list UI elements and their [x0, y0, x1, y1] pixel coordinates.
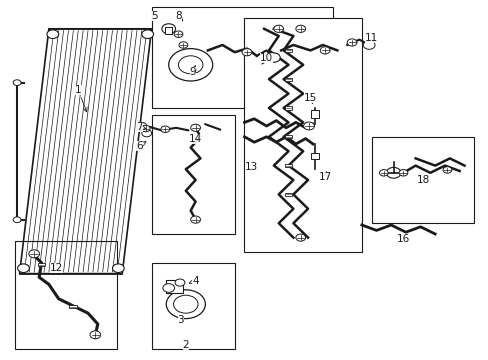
- Text: 6: 6: [136, 141, 145, 151]
- Bar: [151, 115, 234, 234]
- Text: 3: 3: [177, 315, 184, 325]
- Bar: [38, 263, 45, 266]
- Circle shape: [162, 24, 175, 34]
- Text: 15: 15: [303, 93, 317, 104]
- Circle shape: [190, 124, 200, 131]
- Text: 12: 12: [49, 263, 63, 273]
- Circle shape: [90, 331, 101, 339]
- Text: 13: 13: [244, 162, 258, 172]
- Bar: [284, 49, 292, 52]
- Text: 4: 4: [189, 276, 199, 286]
- Bar: [311, 153, 319, 159]
- Circle shape: [141, 125, 150, 132]
- Bar: [165, 27, 172, 34]
- Circle shape: [379, 170, 387, 176]
- Circle shape: [168, 49, 212, 81]
- Bar: [151, 263, 234, 349]
- Bar: [371, 137, 473, 223]
- Bar: [284, 193, 292, 196]
- Circle shape: [442, 167, 451, 173]
- Text: 18: 18: [415, 175, 429, 185]
- Circle shape: [295, 234, 305, 241]
- Circle shape: [320, 47, 329, 54]
- Bar: [244, 18, 361, 252]
- Text: 5: 5: [150, 11, 157, 21]
- Bar: [284, 135, 292, 138]
- Bar: [284, 164, 292, 167]
- Circle shape: [137, 122, 146, 130]
- Circle shape: [112, 264, 124, 273]
- Text: 17: 17: [318, 172, 331, 182]
- Circle shape: [163, 284, 174, 292]
- Circle shape: [47, 30, 59, 39]
- Circle shape: [242, 49, 251, 56]
- Circle shape: [295, 25, 305, 32]
- Bar: [284, 107, 292, 109]
- Text: 16: 16: [396, 234, 409, 244]
- Bar: [151, 7, 332, 108]
- Text: 14: 14: [188, 134, 202, 144]
- Text: 7: 7: [136, 122, 145, 132]
- Circle shape: [13, 217, 21, 222]
- Circle shape: [142, 30, 153, 39]
- Bar: [69, 305, 77, 308]
- Circle shape: [363, 41, 374, 49]
- Circle shape: [175, 279, 184, 286]
- Text: 10: 10: [260, 53, 272, 64]
- Circle shape: [386, 167, 400, 178]
- Circle shape: [161, 126, 169, 132]
- Bar: [284, 78, 292, 81]
- Circle shape: [178, 56, 203, 74]
- Bar: [15, 241, 117, 349]
- Circle shape: [273, 25, 283, 32]
- Text: 2: 2: [182, 340, 189, 350]
- Circle shape: [13, 80, 21, 86]
- Circle shape: [173, 295, 198, 313]
- Circle shape: [142, 130, 151, 137]
- Text: 1: 1: [75, 85, 87, 112]
- Circle shape: [303, 122, 314, 130]
- Circle shape: [190, 216, 200, 223]
- Bar: [311, 110, 319, 118]
- Circle shape: [398, 170, 407, 176]
- Text: 8: 8: [175, 11, 183, 21]
- Bar: [166, 280, 183, 293]
- Circle shape: [174, 31, 183, 37]
- Circle shape: [166, 290, 205, 319]
- Circle shape: [29, 250, 40, 258]
- Circle shape: [18, 264, 29, 273]
- Text: 9: 9: [189, 66, 196, 77]
- Text: 11: 11: [364, 33, 378, 43]
- Circle shape: [179, 42, 187, 48]
- Circle shape: [267, 53, 280, 62]
- Circle shape: [346, 39, 356, 46]
